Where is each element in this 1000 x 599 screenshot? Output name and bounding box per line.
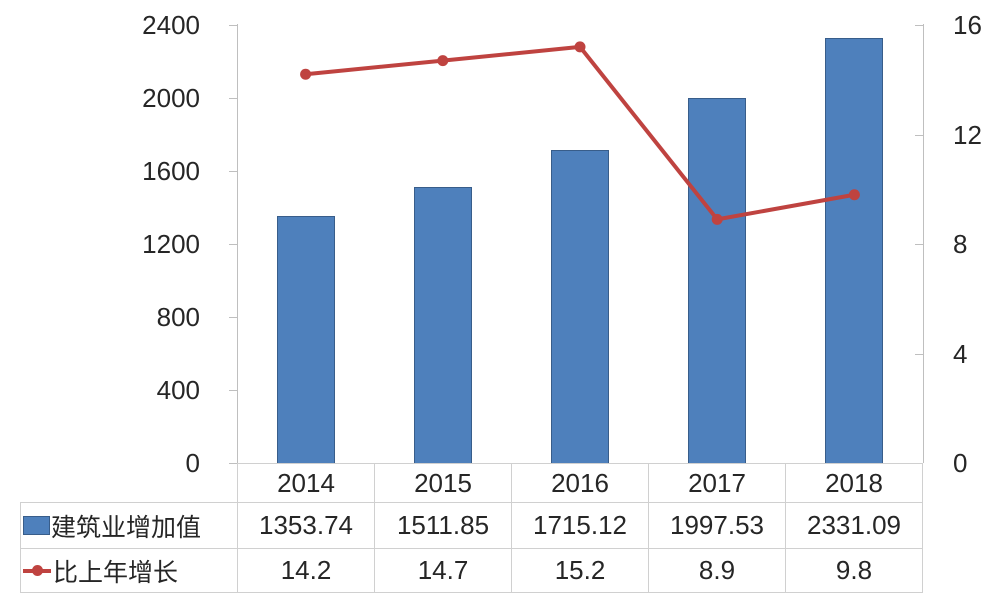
bar-value-cell: 1997.53 [648, 503, 785, 548]
bar-value-cell: 2331.09 [785, 503, 923, 548]
right-axis-tick-label: 4 [953, 338, 968, 369]
right-axis-tick-label: 16 [953, 10, 982, 40]
left-axis-tick [229, 317, 237, 318]
bar-2018 [825, 37, 884, 463]
year-cell: 2014 [237, 464, 374, 502]
right-axis-line [923, 24, 924, 463]
left-axis-line [237, 24, 238, 463]
table-row-line-series: 比上年增长 14.2 14.7 15.2 8.9 9.8 [20, 549, 923, 592]
bar-value-cell: 1353.74 [237, 503, 374, 548]
right-axis-tick [915, 25, 923, 26]
table-row-bar-series: 建筑业增加值 1353.74 1511.85 1715.12 1997.53 2… [20, 503, 923, 548]
legend-item-bar-series: 建筑业增加值 [20, 503, 237, 548]
left-axis-tick [229, 171, 237, 172]
table-border-middle [20, 548, 923, 549]
line-value-cell: 9.8 [785, 549, 923, 592]
bar-2016 [551, 149, 609, 463]
left-axis-tick [229, 390, 237, 391]
year-cell: 2015 [374, 464, 511, 502]
bar-value-cell: 1511.85 [374, 503, 511, 548]
table-border-bottom [20, 592, 923, 593]
right-axis-tick-label: 12 [953, 119, 982, 150]
x-axis-category-row: 2014 2015 2016 2017 2018 [237, 464, 923, 502]
right-axis-tick-label: 0 [953, 448, 968, 478]
left-axis-tick [229, 98, 237, 99]
left-axis-tick-label: 1600 [142, 156, 200, 186]
line-value-cell: 14.2 [237, 549, 374, 592]
bar-legend-swatch-icon [23, 516, 50, 535]
legend-item-line-series: 比上年增长 [20, 549, 237, 592]
right-axis-tick [915, 353, 923, 355]
line-marker-2015 [437, 55, 449, 67]
left-axis-tick-label: 2400 [142, 10, 200, 40]
line-marker-2014 [300, 68, 312, 80]
line-marker-2016 [574, 41, 586, 53]
left-axis-tick-label: 1200 [142, 229, 200, 259]
left-axis-tick [229, 463, 237, 464]
left-axis-tick-label: 0 [185, 448, 200, 478]
left-axis-tick-label: 800 [156, 302, 200, 332]
line-legend-marker-icon [23, 565, 51, 576]
year-cell: 2017 [648, 464, 785, 502]
bar-2015 [413, 187, 472, 463]
line-value-cell: 8.9 [648, 549, 785, 592]
bar-value-cell: 1715.12 [511, 503, 648, 548]
left-axis-tick [229, 25, 237, 26]
bar-2014 [276, 215, 335, 463]
table-border-top [20, 502, 923, 503]
bar-series-name: 建筑业增加值 [51, 513, 202, 542]
bar-2017 [688, 98, 747, 463]
right-axis-tick [915, 134, 923, 136]
right-axis-tick-label: 8 [953, 229, 968, 259]
left-axis-tick [229, 244, 237, 245]
left-axis-tick-label: 400 [156, 375, 200, 405]
x-axis-line [237, 463, 923, 464]
year-cell: 2016 [511, 464, 648, 502]
right-axis-tick [915, 244, 923, 245]
year-cell: 2018 [785, 464, 923, 502]
line-value-cell: 15.2 [511, 549, 648, 592]
line-value-cell: 14.7 [374, 549, 511, 592]
line-series-name: 比上年增长 [53, 558, 179, 587]
left-axis-tick-label: 2000 [142, 83, 200, 113]
